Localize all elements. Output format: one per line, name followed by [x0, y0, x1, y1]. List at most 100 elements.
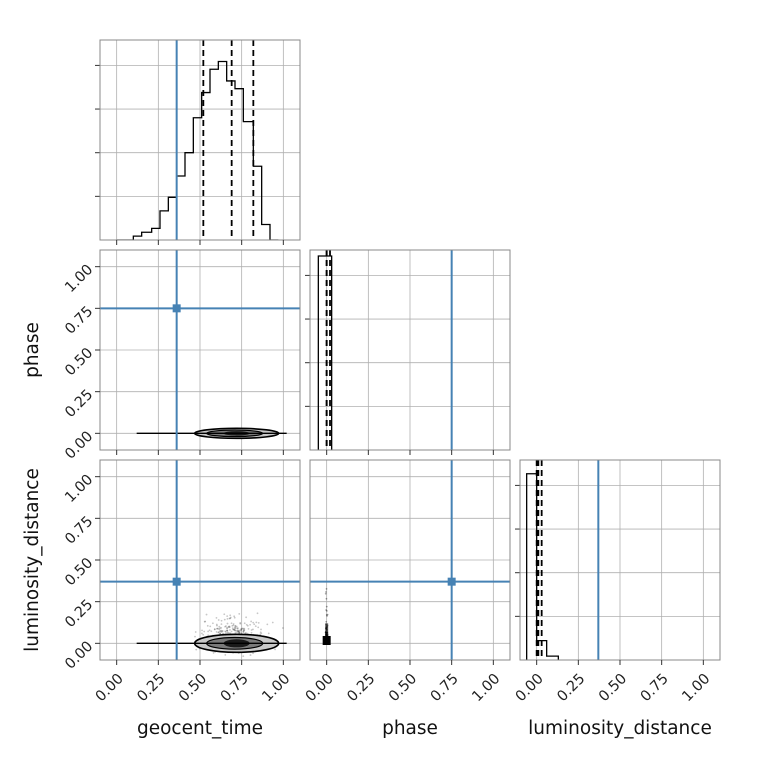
sample-point — [219, 632, 221, 635]
sample-point — [325, 613, 328, 616]
sample-point — [326, 613, 329, 616]
truth-marker — [172, 304, 181, 313]
truth-marker — [447, 577, 456, 586]
xtick-label: 0.50 — [386, 671, 420, 705]
sample-point — [226, 629, 228, 632]
sample-point — [250, 631, 253, 634]
sample-point — [233, 627, 236, 630]
ytick-label: 0.25 — [62, 387, 96, 421]
sample-point — [234, 632, 237, 634]
sample-point — [240, 628, 243, 630]
sample-point — [229, 616, 232, 619]
xtick-label: 1.00 — [469, 671, 503, 705]
xaxis-label-phase: phase — [382, 718, 438, 739]
sample-point — [246, 624, 249, 627]
sample-point — [226, 615, 229, 618]
xtick-label: 0.50 — [596, 671, 630, 705]
sample-point — [215, 616, 218, 619]
sample-point — [220, 623, 223, 626]
sample-point — [281, 627, 284, 629]
sample-point — [213, 628, 216, 631]
sample-point — [226, 629, 228, 632]
sample-point — [227, 631, 230, 634]
sample-point — [202, 633, 205, 636]
sample-point — [325, 588, 328, 590]
sample-point — [195, 648, 198, 651]
xtick-label: 0.25 — [554, 671, 588, 705]
sample-point — [242, 630, 245, 633]
sample-point — [232, 628, 235, 631]
sample-point — [237, 630, 240, 632]
yaxis-label-luminosity_distance: luminosity_distance — [22, 468, 43, 652]
sample-point — [217, 619, 220, 621]
density-tail — [325, 623, 329, 642]
sample-point — [209, 625, 212, 628]
sample-point — [217, 631, 220, 634]
sample-point — [236, 631, 238, 634]
sample-point — [237, 630, 240, 633]
sample-point — [223, 613, 226, 616]
sample-point — [325, 597, 328, 600]
sample-point — [224, 630, 227, 633]
sample-point — [219, 632, 222, 635]
sample-point — [231, 624, 234, 627]
xaxis-label-luminosity_distance: luminosity_distance — [528, 718, 712, 739]
sample-point — [234, 625, 237, 628]
sample-point — [232, 623, 235, 625]
sample-point — [239, 629, 242, 632]
sample-point — [234, 626, 236, 629]
xtick-label: 0.50 — [176, 671, 210, 705]
sample-point — [220, 626, 223, 629]
xtick-label: 0.75 — [218, 671, 252, 705]
sample-point — [216, 627, 219, 630]
ytick-label: 0.25 — [62, 597, 96, 631]
sample-point — [325, 605, 328, 608]
xtick-label: 0.75 — [638, 671, 672, 705]
sample-point — [326, 615, 328, 617]
sample-point — [220, 631, 223, 633]
sample-point — [201, 629, 203, 632]
sample-point — [325, 610, 328, 612]
sample-point — [216, 624, 218, 627]
sample-point — [242, 631, 245, 633]
sample-point — [238, 631, 241, 634]
sample-point — [252, 628, 254, 631]
sample-point — [219, 630, 222, 632]
sample-point — [253, 623, 256, 626]
sample-point — [236, 629, 239, 632]
sample-point — [238, 629, 240, 632]
sample-point — [266, 623, 269, 626]
sample-point — [230, 630, 233, 633]
xtick-label: 1.00 — [679, 671, 713, 705]
sample-point — [211, 622, 214, 625]
samples-geocent_time-vs-phase — [136, 427, 287, 440]
sample-point — [230, 622, 233, 625]
ytick-label: 1.00 — [62, 262, 96, 296]
sample-point — [219, 627, 222, 629]
sample-point — [234, 629, 237, 632]
sample-point — [226, 627, 229, 630]
sample-point — [252, 621, 255, 624]
sample-point — [206, 624, 209, 627]
sample-point — [236, 629, 239, 632]
sample-point — [252, 652, 254, 655]
sample-point — [242, 629, 245, 632]
sample-point — [226, 626, 228, 629]
sample-point — [212, 652, 215, 654]
sample-point — [325, 591, 327, 593]
sample-point — [194, 635, 196, 638]
sample-point — [234, 627, 237, 629]
sample-point — [233, 615, 236, 618]
sample-point — [242, 627, 245, 630]
sample-point — [271, 621, 274, 624]
sample-point — [237, 627, 239, 630]
xtick-label: 0.25 — [134, 671, 168, 705]
sample-point — [194, 631, 197, 633]
sample-point — [217, 627, 220, 630]
sample-point — [227, 626, 230, 628]
sample-point — [232, 624, 235, 627]
sample-point — [228, 617, 231, 620]
sample-point — [205, 613, 208, 616]
sample-point — [245, 632, 247, 634]
samples-geocent_time-vs-luminosity_distance — [136, 612, 287, 658]
